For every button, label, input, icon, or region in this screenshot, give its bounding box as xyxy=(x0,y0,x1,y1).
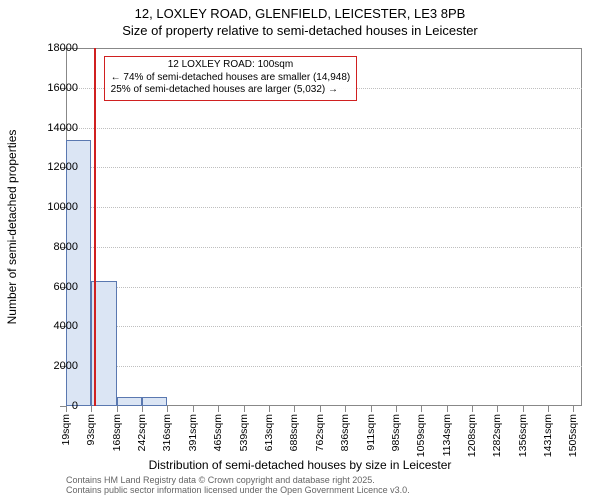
x-tick xyxy=(244,406,245,412)
x-tick xyxy=(294,406,295,412)
y-gridline xyxy=(66,287,582,288)
x-tick xyxy=(497,406,498,412)
x-tick xyxy=(345,406,346,412)
x-tick xyxy=(472,406,473,412)
x-tick-label: 1282sqm xyxy=(491,414,503,457)
x-tick-label: 836sqm xyxy=(339,414,351,451)
x-tick xyxy=(523,406,524,412)
chart-title-block: 12, LOXLEY ROAD, GLENFIELD, LEICESTER, L… xyxy=(0,6,600,38)
y-gridline xyxy=(66,366,582,367)
y-gridline xyxy=(66,247,582,248)
x-tick xyxy=(142,406,143,412)
x-tick xyxy=(548,406,549,412)
y-tick-label: 8000 xyxy=(54,241,78,253)
histogram-bar xyxy=(142,397,167,406)
x-tick-label: 1505sqm xyxy=(567,414,579,457)
y-tick-label: 18000 xyxy=(47,42,78,54)
x-tick xyxy=(91,406,92,412)
marker-line xyxy=(94,48,96,406)
x-tick-label: 688sqm xyxy=(288,414,300,451)
x-tick xyxy=(421,406,422,412)
y-tick-label: 0 xyxy=(72,400,78,412)
y-gridline xyxy=(66,207,582,208)
attribution-line2: Contains public sector information licen… xyxy=(66,485,410,495)
x-tick-label: 168sqm xyxy=(111,414,123,451)
x-tick xyxy=(573,406,574,412)
chart-title-line2: Size of property relative to semi-detach… xyxy=(0,23,600,38)
y-tick-label: 14000 xyxy=(47,122,78,134)
x-tick-label: 391sqm xyxy=(187,414,199,451)
x-tick-label: 465sqm xyxy=(212,414,224,451)
chart-frame: 12, LOXLEY ROAD, GLENFIELD, LEICESTER, L… xyxy=(0,0,600,500)
marker-callout: 12 LOXLEY ROAD: 100sqm← 74% of semi-deta… xyxy=(104,56,358,101)
x-tick-label: 1356sqm xyxy=(517,414,529,457)
x-axis-label: Distribution of semi-detached houses by … xyxy=(0,458,600,472)
x-tick-label: 1134sqm xyxy=(441,414,453,456)
y-tick-label: 2000 xyxy=(54,360,78,372)
x-tick-label: 1431sqm xyxy=(542,414,554,457)
attribution-line1: Contains HM Land Registry data © Crown c… xyxy=(66,475,410,485)
x-tick-label: 911sqm xyxy=(365,414,377,451)
callout-title: 12 LOXLEY ROAD: 100sqm xyxy=(111,59,351,72)
histogram-bar xyxy=(117,397,142,406)
x-tick xyxy=(447,406,448,412)
x-tick xyxy=(117,406,118,412)
callout-line-a: ← 74% of semi-detached houses are smalle… xyxy=(111,72,351,85)
x-tick-label: 93sqm xyxy=(85,414,97,446)
plot-border xyxy=(66,48,582,406)
y-gridline xyxy=(66,128,582,129)
y-tick-label: 10000 xyxy=(47,201,78,213)
x-tick-label: 762sqm xyxy=(314,414,326,451)
x-tick xyxy=(193,406,194,412)
x-tick-label: 1059sqm xyxy=(415,414,427,457)
chart-title-line1: 12, LOXLEY ROAD, GLENFIELD, LEICESTER, L… xyxy=(0,6,600,21)
x-tick-label: 316sqm xyxy=(161,414,173,451)
x-tick xyxy=(320,406,321,412)
callout-line-b: 25% of semi-detached houses are larger (… xyxy=(111,84,351,97)
plot-area: 12 LOXLEY ROAD: 100sqm← 74% of semi-deta… xyxy=(66,48,582,406)
y-tick-label: 12000 xyxy=(47,161,78,173)
y-axis-label: Number of semi-detached properties xyxy=(5,130,19,325)
y-tick-label: 6000 xyxy=(54,281,78,293)
y-tick-label: 16000 xyxy=(47,82,78,94)
x-tick xyxy=(66,406,67,412)
x-tick xyxy=(218,406,219,412)
x-tick-label: 1208sqm xyxy=(466,414,478,457)
x-tick xyxy=(167,406,168,412)
x-tick-label: 242sqm xyxy=(136,414,148,451)
x-tick-label: 613sqm xyxy=(263,414,275,451)
attribution-text: Contains HM Land Registry data © Crown c… xyxy=(66,475,410,496)
x-tick-label: 19sqm xyxy=(60,414,72,446)
x-tick-label: 985sqm xyxy=(390,414,402,451)
x-tick xyxy=(269,406,270,412)
y-gridline xyxy=(66,326,582,327)
y-tick-label: 4000 xyxy=(54,320,78,332)
x-tick xyxy=(371,406,372,412)
x-tick-label: 539sqm xyxy=(238,414,250,451)
x-tick xyxy=(396,406,397,412)
y-gridline xyxy=(66,167,582,168)
